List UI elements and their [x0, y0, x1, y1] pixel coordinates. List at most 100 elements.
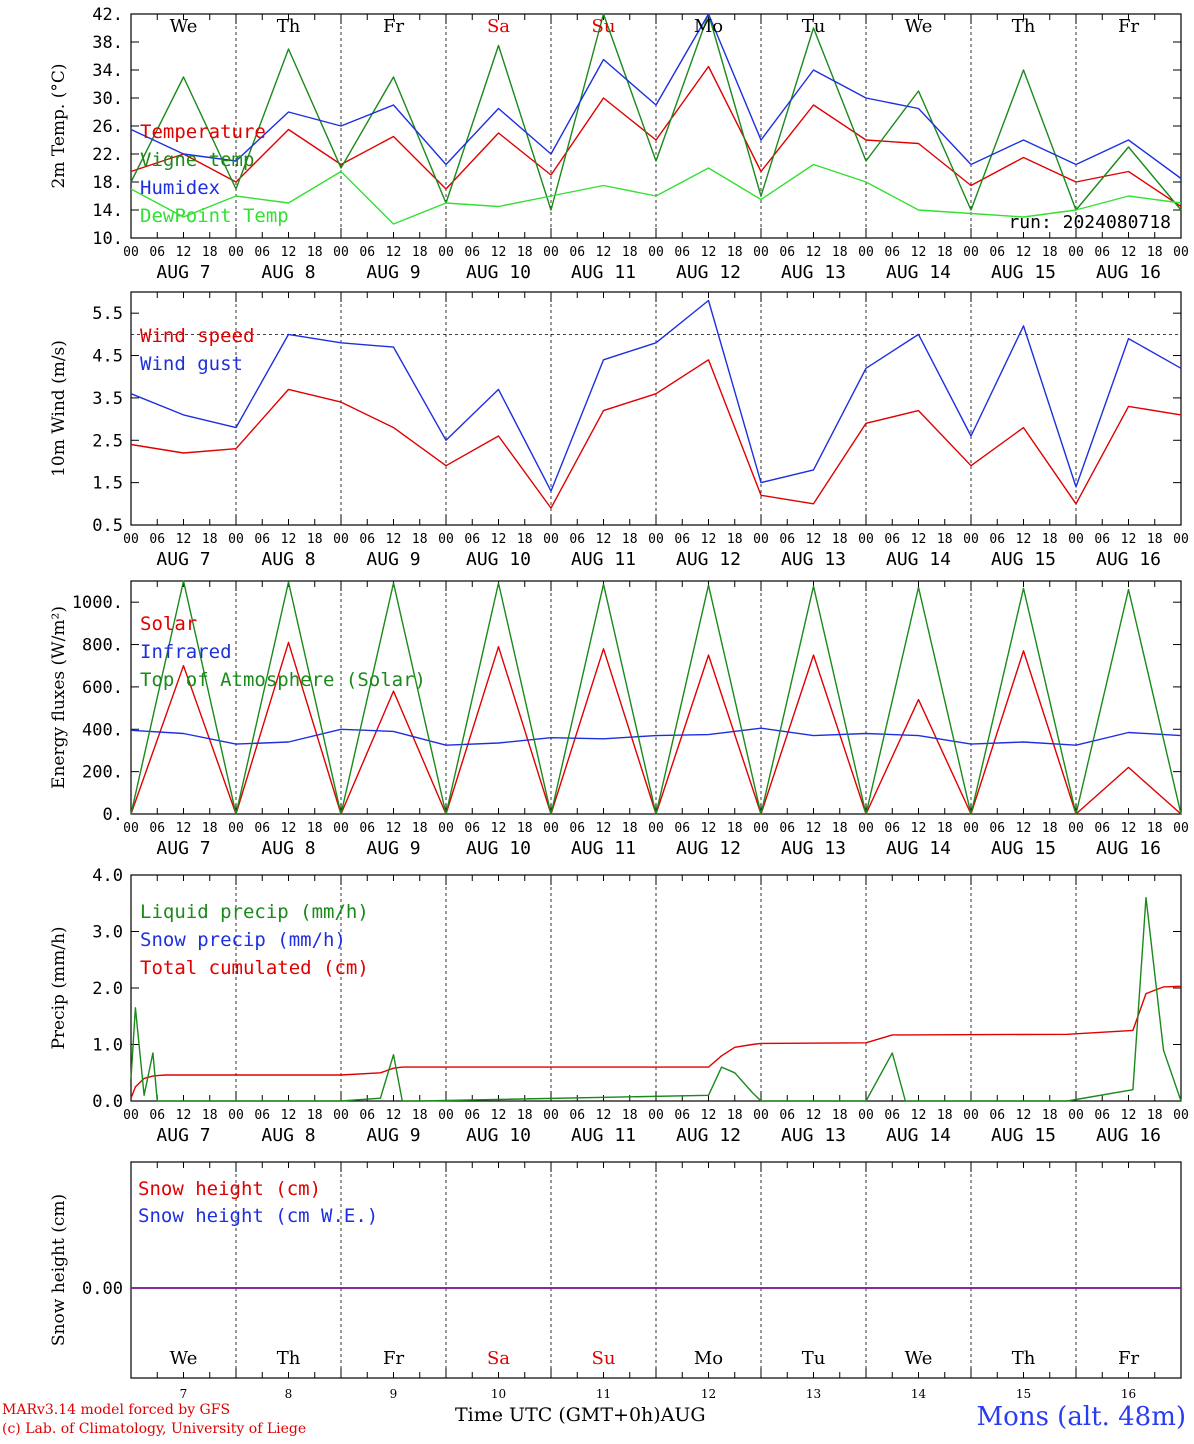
- hour-tick-label: 06: [1094, 1108, 1110, 1123]
- date-label: AUG 12: [676, 262, 741, 283]
- hour-tick-label: 00: [648, 532, 664, 547]
- y-tick-label: 1.0: [92, 1036, 123, 1056]
- hour-tick-label: 18: [517, 245, 533, 260]
- hour-tick-label: 06: [884, 1108, 900, 1123]
- hour-tick-label: 18: [832, 821, 848, 836]
- hour-tick-label: 00: [753, 821, 769, 836]
- legend-entry: Total cumulated (cm): [140, 957, 369, 979]
- hour-tick-label: 00: [228, 245, 244, 260]
- legend-entry: Top of Atmosphere (Solar): [140, 669, 426, 691]
- hour-tick-label: 12: [806, 245, 822, 260]
- hour-tick-label: 00: [858, 532, 874, 547]
- y-tick-label: 0.0: [92, 1092, 123, 1112]
- hour-tick-label: 06: [359, 821, 375, 836]
- y-tick-label: 2.0: [92, 979, 123, 999]
- hour-tick-label: 06: [464, 532, 480, 547]
- hour-tick-label: 00: [1173, 821, 1189, 836]
- hour-tick-label: 18: [517, 1108, 533, 1123]
- hour-tick-label: 00: [228, 532, 244, 547]
- hour-tick-label: 18: [622, 532, 638, 547]
- y-tick-label: 22.: [92, 145, 123, 165]
- y-axis-label: Snow height (cm): [49, 1194, 69, 1346]
- series-line-temperature: [130, 65, 1182, 208]
- hour-tick-label: 18: [622, 245, 638, 260]
- date-label: AUG 15: [991, 549, 1056, 570]
- hour-tick-label: 00: [1173, 245, 1189, 260]
- hour-tick-label: 06: [254, 1108, 270, 1123]
- hour-tick-label: 00: [228, 821, 244, 836]
- hour-tick-label: 12: [806, 532, 822, 547]
- hour-tick-label: 00: [333, 821, 349, 836]
- model-credit: MARv3.14 model forced by GFS: [2, 1402, 231, 1418]
- hour-tick-label: 00: [858, 245, 874, 260]
- hour-tick-label: 18: [1147, 821, 1163, 836]
- hour-tick-label: 12: [491, 245, 507, 260]
- hour-tick-label: 12: [911, 532, 927, 547]
- date-label: AUG 13: [781, 1125, 846, 1146]
- hour-tick-label: 12: [176, 1108, 192, 1123]
- hour-tick-label: 18: [307, 532, 323, 547]
- y-tick-label: 14.: [92, 201, 123, 221]
- hour-tick-label: 18: [727, 245, 743, 260]
- date-label: AUG 11: [571, 262, 636, 283]
- hour-tick-label: 18: [202, 245, 218, 260]
- date-label: AUG 7: [156, 549, 210, 570]
- hour-tick-label: 00: [963, 245, 979, 260]
- hour-tick-label: 12: [1016, 1108, 1032, 1123]
- hour-tick-label: 12: [491, 1108, 507, 1123]
- y-tick-label: 5.5: [92, 304, 123, 324]
- hour-tick-label: 18: [937, 245, 953, 260]
- day-number-label: 11: [596, 1387, 611, 1401]
- weekday-label: Th: [277, 1348, 301, 1369]
- day-number-label: 12: [701, 1387, 716, 1401]
- hour-tick-label: 00: [543, 821, 559, 836]
- hour-tick-label: 00: [438, 532, 454, 547]
- hour-tick-label: 00: [858, 1108, 874, 1123]
- y-tick-label: 1.5: [92, 474, 123, 494]
- hour-tick-label: 06: [884, 532, 900, 547]
- hour-tick-label: 06: [149, 821, 165, 836]
- hour-tick-label: 00: [123, 245, 139, 260]
- hour-tick-label: 18: [1042, 245, 1058, 260]
- hour-tick-label: 06: [1094, 821, 1110, 836]
- legend-entry: Wind gust: [140, 353, 243, 375]
- series-line-liquid-precip-mm-h: [130, 896, 1182, 1102]
- weekday-label: Tu: [802, 1348, 826, 1369]
- hour-tick-label: 12: [491, 821, 507, 836]
- legend-entry: DewPoint Temp: [140, 205, 289, 227]
- hour-tick-label: 06: [464, 821, 480, 836]
- hour-tick-label: 06: [779, 1108, 795, 1123]
- lab-credit: (c) Lab. of Climatology, University of L…: [2, 1421, 307, 1437]
- hour-tick-label: 18: [517, 821, 533, 836]
- hour-tick-label: 12: [386, 821, 402, 836]
- hour-tick-label: 12: [1121, 1108, 1137, 1123]
- date-label: AUG 16: [1096, 1125, 1161, 1146]
- hour-tick-label: 18: [412, 821, 428, 836]
- hour-tick-label: 18: [307, 1108, 323, 1123]
- y-tick-label: 2.5: [92, 431, 123, 451]
- hour-tick-label: 12: [806, 821, 822, 836]
- y-tick-label: 18.: [92, 173, 123, 193]
- date-label: AUG 16: [1096, 262, 1161, 283]
- hour-tick-label: 00: [438, 821, 454, 836]
- series-line-vigne-temp: [130, 13, 1182, 211]
- hour-tick-label: 18: [202, 532, 218, 547]
- series-line-wind-gust: [130, 299, 1182, 492]
- hour-tick-label: 18: [202, 1108, 218, 1123]
- hour-tick-label: 12: [1121, 245, 1137, 260]
- hour-tick-label: 00: [753, 1108, 769, 1123]
- date-label: AUG 14: [886, 838, 951, 859]
- hour-tick-label: 06: [569, 1108, 585, 1123]
- hour-tick-label: 12: [1016, 245, 1032, 260]
- y-tick-label: 34.: [92, 61, 123, 81]
- hour-tick-label: 18: [832, 245, 848, 260]
- hour-tick-label: 18: [727, 1108, 743, 1123]
- hour-tick-label: 18: [832, 1108, 848, 1123]
- hour-tick-label: 06: [884, 821, 900, 836]
- hour-tick-label: 18: [307, 245, 323, 260]
- hour-tick-label: 00: [648, 821, 664, 836]
- legend-entry: Temperature: [140, 121, 266, 143]
- date-label: AUG 8: [261, 549, 315, 570]
- weekday-label: We: [905, 1348, 933, 1369]
- date-label: AUG 10: [466, 838, 531, 859]
